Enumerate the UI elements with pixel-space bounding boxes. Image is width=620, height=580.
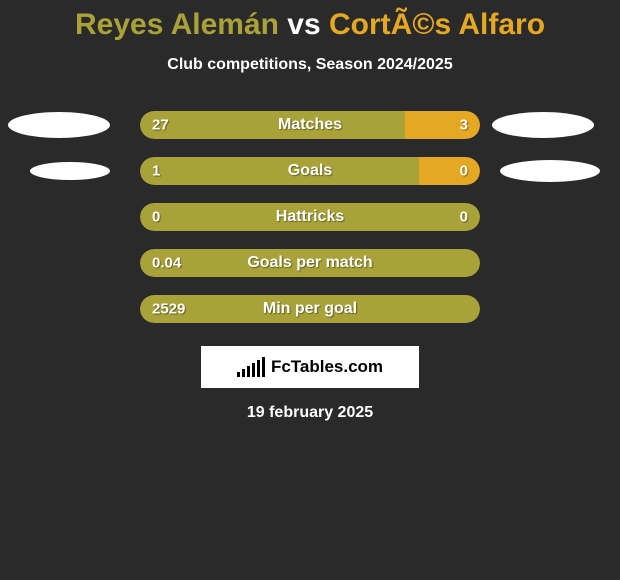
stat-value-right: 0 [460,163,468,180]
oval-decoration-right [492,112,594,138]
stat-row: 0.04 Goals per match [0,240,620,286]
stat-value-left: 0 [152,209,160,226]
oval-decoration-right [500,160,600,182]
stat-value-left: 1 [152,163,160,180]
stat-label: Hattricks [276,208,344,226]
stat-bar: 0 0 Hattricks [140,203,480,231]
stat-bar: 0.04 Goals per match [140,249,480,277]
stat-label: Matches [278,116,342,134]
player1-name: Reyes Alemán [75,8,279,41]
oval-decoration-left [30,162,110,180]
stat-label: Min per goal [263,300,357,318]
stat-value-right: 3 [460,117,468,134]
stat-row: 27 3 Matches [0,102,620,148]
comparison-title: Reyes Alemán vs CortÃ©s Alfaro [0,8,620,42]
stat-value-right: 0 [460,209,468,226]
logo-text: FcTables.com [271,357,383,377]
logo-bars-icon [237,357,265,377]
infographic-container: Reyes Alemán vs CortÃ©s Alfaro Club comp… [0,0,620,422]
stat-value-left: 27 [152,117,169,134]
player2-name: CortÃ©s Alfaro [329,8,545,41]
fctables-logo[interactable]: FcTables.com [201,346,419,388]
subtitle: Club competitions, Season 2024/2025 [0,56,620,74]
stat-value-left: 0.04 [152,255,181,272]
stat-bar: 1 0 Goals [140,157,480,185]
stat-bar: 27 3 Matches [140,111,480,139]
date-label: 19 february 2025 [0,404,620,422]
stat-bar: 2529 Min per goal [140,295,480,323]
stat-row: 1 0 Goals [0,148,620,194]
stat-label: Goals [288,162,332,180]
vs-text: vs [279,8,329,41]
stat-label: Goals per match [247,254,372,272]
stat-value-left: 2529 [152,301,185,318]
oval-decoration-left [8,112,110,138]
stat-row: 2529 Min per goal [0,286,620,332]
stat-row: 0 0 Hattricks [0,194,620,240]
stats-chart: 27 3 Matches 1 0 Goals 0 0 Hattricks 0.04 Goals pe… [0,102,620,332]
